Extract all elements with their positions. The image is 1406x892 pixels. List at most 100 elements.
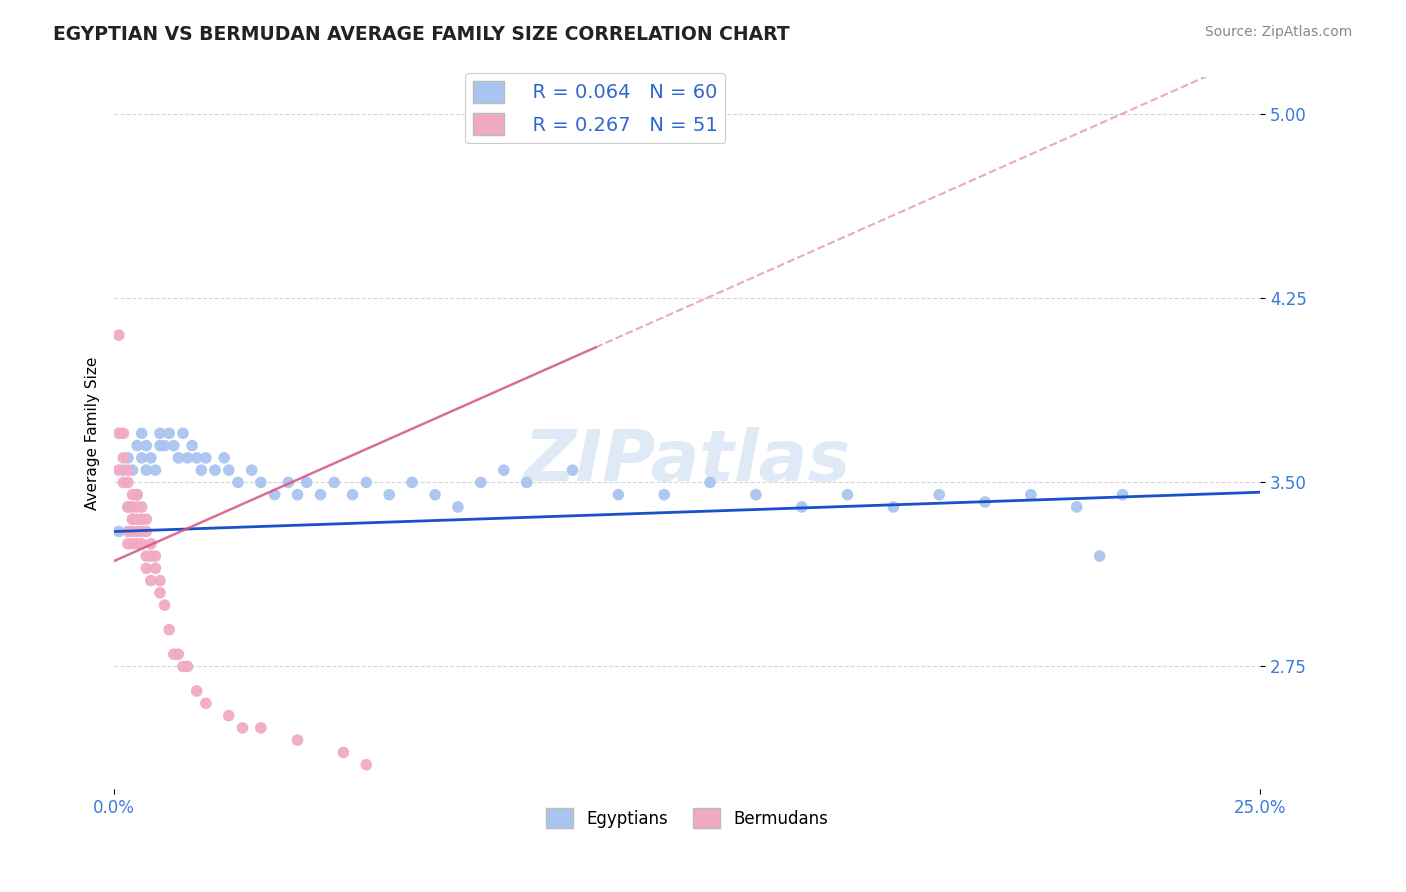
Point xyxy=(149,426,172,441)
Point xyxy=(157,426,180,441)
Point xyxy=(135,512,157,526)
Point xyxy=(332,746,354,760)
Point xyxy=(263,488,285,502)
Point xyxy=(145,463,167,477)
Point xyxy=(135,549,157,563)
Point xyxy=(928,488,950,502)
Point xyxy=(121,512,143,526)
Point xyxy=(149,586,172,600)
Point xyxy=(323,475,346,490)
Y-axis label: Average Family Size: Average Family Size xyxy=(86,357,100,510)
Point xyxy=(112,463,135,477)
Point xyxy=(309,488,332,502)
Point xyxy=(117,537,139,551)
Point xyxy=(401,475,423,490)
Point xyxy=(790,500,813,514)
Point xyxy=(287,488,309,502)
Point xyxy=(172,659,194,673)
Point xyxy=(131,500,153,514)
Point xyxy=(167,450,190,465)
Point xyxy=(121,488,143,502)
Point xyxy=(112,475,135,490)
Point xyxy=(117,463,139,477)
Point xyxy=(447,500,470,514)
Point xyxy=(107,463,129,477)
Point xyxy=(112,450,135,465)
Point xyxy=(131,537,153,551)
Point xyxy=(882,500,904,514)
Point xyxy=(181,439,204,453)
Point xyxy=(121,512,143,526)
Point xyxy=(131,512,153,526)
Point xyxy=(250,721,273,735)
Point xyxy=(378,488,401,502)
Point xyxy=(112,426,135,441)
Point xyxy=(149,439,172,453)
Point xyxy=(1111,488,1133,502)
Point xyxy=(176,659,198,673)
Point xyxy=(127,439,149,453)
Point xyxy=(135,463,157,477)
Point xyxy=(226,475,249,490)
Point xyxy=(117,475,139,490)
Point xyxy=(127,500,149,514)
Point xyxy=(287,733,309,747)
Text: Source: ZipAtlas.com: Source: ZipAtlas.com xyxy=(1205,25,1353,39)
Point xyxy=(1019,488,1042,502)
Point xyxy=(127,488,149,502)
Point xyxy=(176,450,198,465)
Point xyxy=(107,328,129,343)
Point xyxy=(190,463,212,477)
Point xyxy=(117,450,139,465)
Point xyxy=(186,684,208,698)
Point xyxy=(607,488,630,502)
Point xyxy=(561,463,583,477)
Point xyxy=(117,500,139,514)
Point xyxy=(157,623,180,637)
Point xyxy=(356,475,378,490)
Point xyxy=(127,537,149,551)
Point xyxy=(121,537,143,551)
Point xyxy=(172,426,194,441)
Point xyxy=(277,475,299,490)
Point xyxy=(218,708,240,723)
Point xyxy=(121,463,143,477)
Point xyxy=(145,549,167,563)
Point xyxy=(1066,500,1088,514)
Point xyxy=(127,488,149,502)
Point xyxy=(131,426,153,441)
Point xyxy=(218,463,240,477)
Point xyxy=(127,512,149,526)
Point xyxy=(163,439,186,453)
Legend: Egyptians, Bermudans: Egyptians, Bermudans xyxy=(540,802,835,834)
Point xyxy=(131,450,153,465)
Point xyxy=(295,475,318,490)
Point xyxy=(107,524,129,539)
Point xyxy=(153,439,176,453)
Point xyxy=(974,495,997,509)
Point xyxy=(699,475,721,490)
Point xyxy=(240,463,263,477)
Text: ZIPatlas: ZIPatlas xyxy=(523,427,851,496)
Point xyxy=(135,524,157,539)
Point xyxy=(135,439,157,453)
Point xyxy=(117,524,139,539)
Point xyxy=(139,574,162,588)
Point xyxy=(167,647,190,661)
Point xyxy=(139,537,162,551)
Point xyxy=(139,549,162,563)
Point xyxy=(492,463,515,477)
Point xyxy=(186,450,208,465)
Point xyxy=(250,475,273,490)
Point xyxy=(121,500,143,514)
Point xyxy=(149,574,172,588)
Point xyxy=(163,647,186,661)
Point xyxy=(470,475,492,490)
Point xyxy=(135,561,157,575)
Point xyxy=(516,475,538,490)
Point xyxy=(121,524,143,539)
Point xyxy=(117,500,139,514)
Point xyxy=(127,524,149,539)
Point xyxy=(212,450,235,465)
Text: EGYPTIAN VS BERMUDAN AVERAGE FAMILY SIZE CORRELATION CHART: EGYPTIAN VS BERMUDAN AVERAGE FAMILY SIZE… xyxy=(53,25,790,44)
